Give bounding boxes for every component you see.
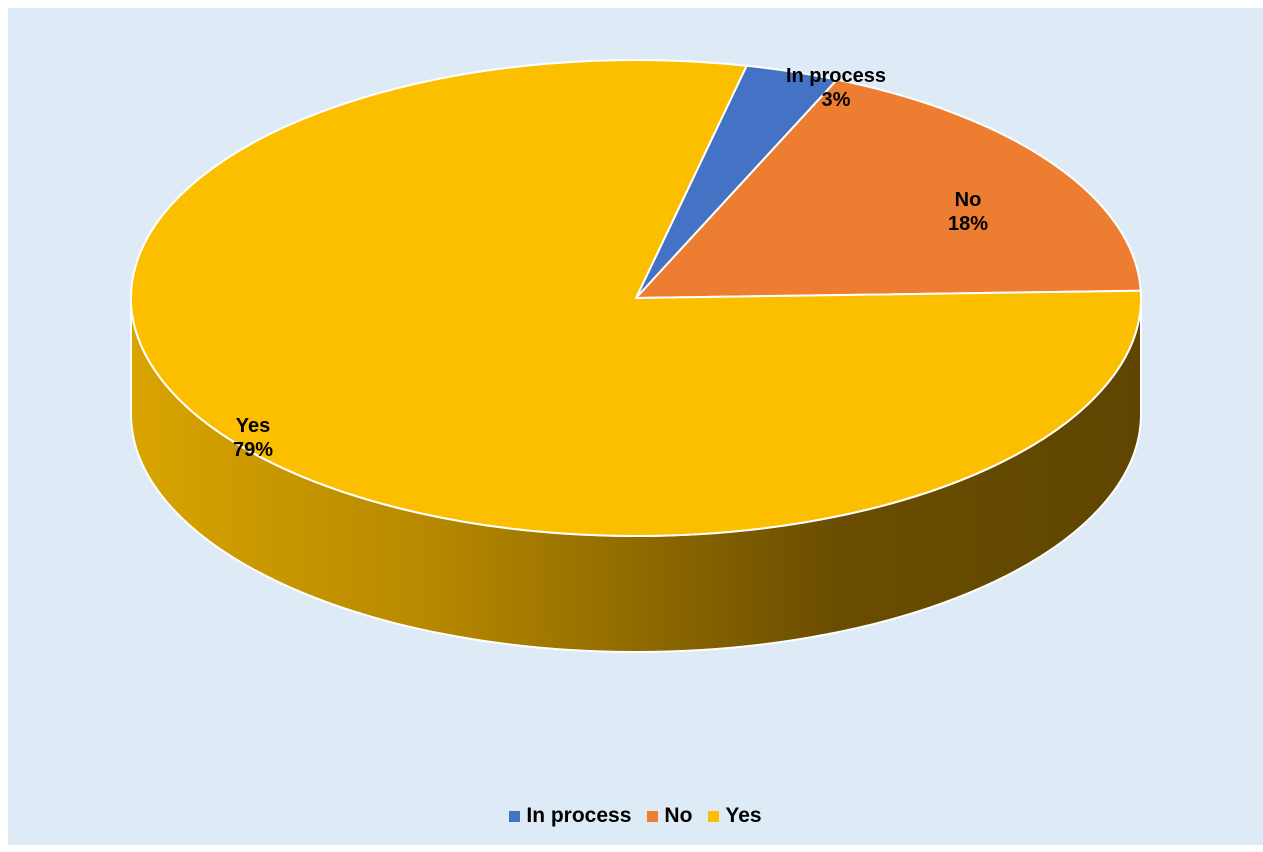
legend-swatch-in-process [509, 810, 521, 822]
pie-slice-no[interactable] [635, 78, 1142, 299]
pie-chart [130, 58, 1142, 653]
legend-label-no: No [664, 804, 693, 827]
slice-label-no: No 18% [928, 188, 1008, 236]
legend-swatch-yes [708, 810, 720, 822]
legend-item-in-process[interactable]: In process [509, 804, 631, 828]
legend: In process No Yes [8, 804, 1263, 828]
chart-area: In process 3% No 18% Yes 79% In process … [8, 8, 1263, 845]
legend-label-yes: Yes [725, 804, 762, 827]
slice-label-in-process-name: In process [785, 65, 887, 87]
legend-item-no[interactable]: No [647, 804, 692, 828]
slice-label-no-value: 18% [947, 213, 989, 235]
slice-label-in-process: In process 3% [776, 64, 896, 112]
slice-label-no-name: No [954, 189, 982, 211]
slice-label-yes-value: 79% [232, 439, 274, 461]
slice-label-yes: Yes 79% [213, 414, 293, 462]
legend-label-in-process: In process [526, 804, 632, 827]
legend-item-yes[interactable]: Yes [708, 804, 762, 828]
legend-swatch-no [647, 810, 659, 822]
pie-slice-yes[interactable] [130, 58, 1142, 537]
slice-label-in-process-value: 3% [821, 89, 851, 111]
slice-label-yes-name: Yes [235, 415, 271, 437]
